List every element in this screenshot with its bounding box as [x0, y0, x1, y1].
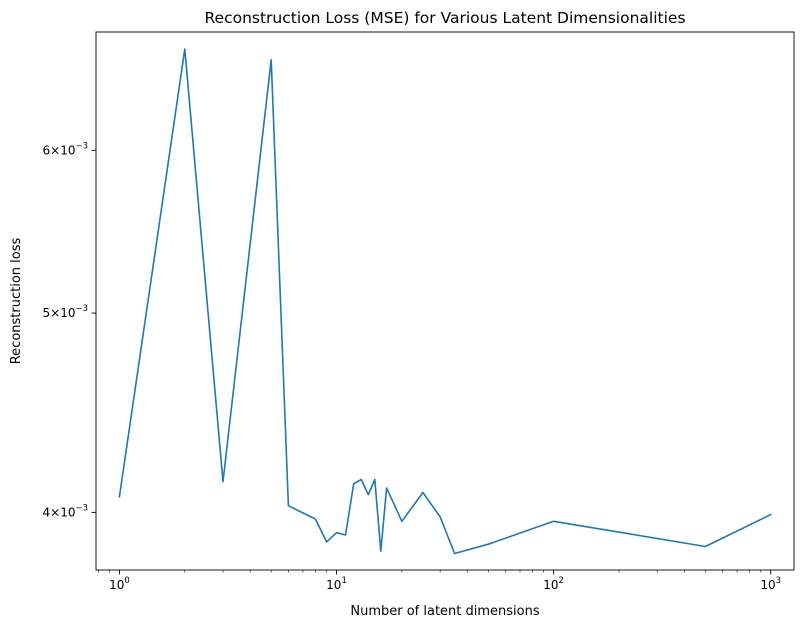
y-tick-label: 6×10−3 [43, 141, 89, 157]
y-tick-label: 4×10−3 [43, 503, 89, 519]
x-tick-label: 102 [543, 576, 564, 592]
y-tick-label: 5×10−3 [43, 304, 89, 320]
chart-title: Reconstruction Loss (MSE) for Various La… [204, 9, 685, 27]
y-axis: 4×10−3 5×10−3 6×10−3 [43, 141, 96, 519]
series-line [118, 48, 772, 555]
x-tick-label: 101 [326, 576, 347, 592]
minor-ticks [98, 570, 762, 573]
y-axis-label: Reconstruction loss [9, 238, 24, 365]
x-tick-label: 100 [109, 576, 130, 592]
x-tick-label: 103 [760, 576, 781, 592]
x-axis: 100 101 102 103 [109, 570, 781, 592]
plot-frame [95, 31, 795, 571]
x-axis-label: Number of latent dimensions [350, 604, 540, 619]
series-group [118, 48, 772, 555]
